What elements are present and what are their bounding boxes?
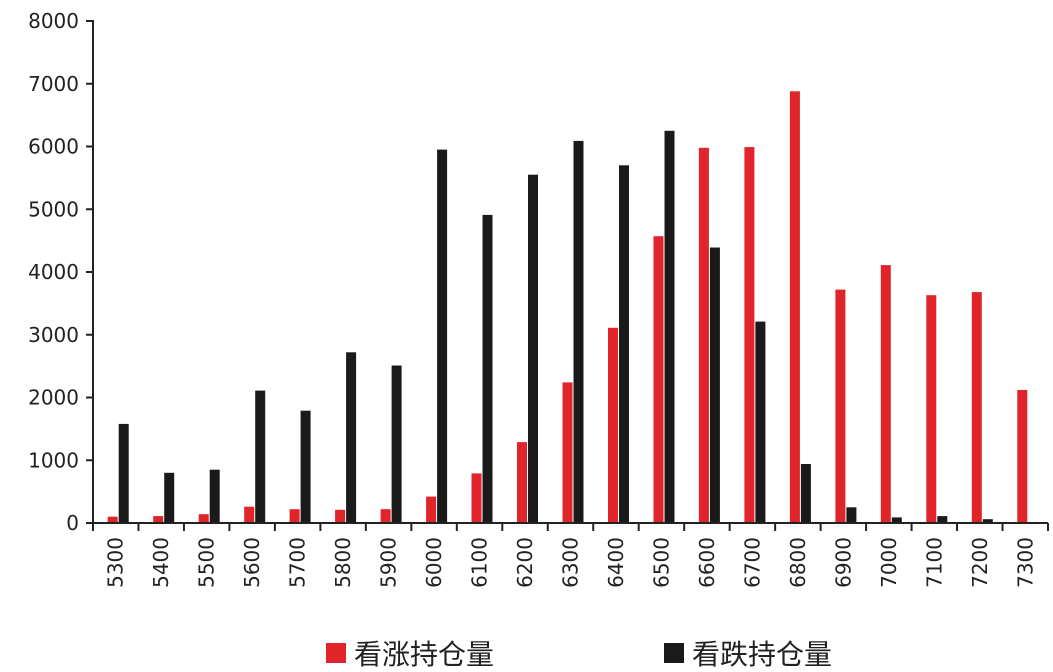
bar-call-7100 bbox=[926, 295, 937, 523]
y-tick-label: 1000 bbox=[28, 448, 79, 472]
bar-call-7300 bbox=[1017, 390, 1028, 523]
bar-put-6900 bbox=[846, 507, 857, 523]
bar-put-6600 bbox=[709, 247, 720, 523]
bar-call-6300 bbox=[562, 382, 573, 523]
bar-put-5900 bbox=[391, 365, 402, 523]
bar-call-6100 bbox=[471, 473, 482, 523]
legend-swatch-put bbox=[664, 643, 684, 663]
bar-put-5700 bbox=[300, 410, 311, 523]
bar-put-5500 bbox=[209, 469, 220, 523]
legend-swatch-call bbox=[326, 643, 346, 663]
axes-layer: 0 1000 2000 3000 4000 5000 6000 7000 8000 5300 540… bbox=[28, 9, 1049, 588]
y-tick-label: 4000 bbox=[28, 260, 79, 284]
bar-put-6000 bbox=[437, 149, 448, 523]
bar-call-6500 bbox=[653, 236, 664, 523]
bars-layer bbox=[107, 91, 1028, 524]
x-tick-label: 6800 bbox=[786, 537, 810, 588]
x-tick-label: 5800 bbox=[331, 537, 355, 588]
x-tick-label: 6600 bbox=[695, 537, 719, 588]
y-tick-label: 7000 bbox=[28, 72, 79, 96]
x-tick-label: 6000 bbox=[422, 537, 446, 588]
x-tick-label: 6100 bbox=[468, 537, 492, 588]
bar-call-5900 bbox=[380, 509, 391, 523]
bar-put-5800 bbox=[346, 352, 357, 523]
x-tick-label: 7300 bbox=[1013, 537, 1037, 588]
y-tick-label: 3000 bbox=[28, 323, 79, 347]
legend: 看涨持仓量 看跌持仓量 bbox=[326, 638, 832, 671]
bar-put-6800 bbox=[800, 464, 811, 523]
bar-put-5300 bbox=[118, 423, 129, 523]
y-tick-label: 0 bbox=[66, 511, 79, 535]
bar-call-5300 bbox=[107, 516, 118, 523]
bar-put-7100 bbox=[937, 516, 948, 523]
x-tick-label: 6200 bbox=[513, 537, 537, 588]
legend-label-put: 看跌持仓量 bbox=[692, 638, 832, 671]
bar-call-7000 bbox=[880, 265, 891, 523]
bar-call-5800 bbox=[335, 509, 346, 523]
x-tick-label: 7100 bbox=[922, 537, 946, 588]
legend-label-call: 看涨持仓量 bbox=[354, 638, 494, 671]
y-tick-label: 8000 bbox=[28, 9, 79, 33]
x-tick-label: 6700 bbox=[740, 537, 764, 588]
y-tick-label: 6000 bbox=[28, 135, 79, 159]
bar-call-6200 bbox=[517, 442, 527, 523]
x-tick-label: 6900 bbox=[831, 537, 855, 588]
bar-put-6400 bbox=[619, 165, 629, 524]
x-tick-label: 5400 bbox=[149, 537, 173, 588]
bar-put-6500 bbox=[664, 130, 675, 524]
y-tick-label: 5000 bbox=[28, 197, 79, 221]
x-tick-label: 5900 bbox=[377, 537, 401, 588]
x-tick-label: 6400 bbox=[604, 537, 628, 588]
x-tick-label: 5700 bbox=[286, 537, 310, 588]
bar-put-6700 bbox=[755, 321, 766, 523]
bar-put-7200 bbox=[982, 519, 993, 523]
bar-call-5600 bbox=[244, 506, 255, 523]
bar-call-6600 bbox=[698, 147, 709, 524]
bar-call-5400 bbox=[153, 516, 164, 523]
x-tick-label: 5300 bbox=[104, 537, 128, 588]
bar-put-6100 bbox=[482, 214, 493, 523]
bar-put-6200 bbox=[528, 174, 538, 523]
bar-put-5600 bbox=[255, 390, 266, 523]
bar-put-5400 bbox=[164, 472, 175, 523]
bar-call-6800 bbox=[789, 91, 800, 524]
x-tick-label: 6500 bbox=[650, 537, 674, 588]
x-tick-label: 7200 bbox=[968, 537, 992, 588]
bar-put-6300 bbox=[573, 140, 584, 523]
bar-call-6900 bbox=[835, 289, 846, 523]
bar-call-6700 bbox=[744, 147, 755, 523]
bar-call-7200 bbox=[971, 292, 982, 523]
bar-call-6400 bbox=[608, 327, 618, 523]
bar-put-7000 bbox=[891, 517, 902, 523]
bar-call-5500 bbox=[198, 514, 209, 523]
bar-call-5700 bbox=[289, 509, 300, 523]
x-tick-label: 5500 bbox=[195, 537, 219, 588]
x-tick-label: 7000 bbox=[877, 537, 901, 588]
x-tick-label: 5600 bbox=[240, 537, 264, 588]
x-tick-label: 6300 bbox=[559, 537, 583, 588]
y-tick-label: 2000 bbox=[28, 386, 79, 410]
bar-call-6000 bbox=[426, 496, 437, 523]
